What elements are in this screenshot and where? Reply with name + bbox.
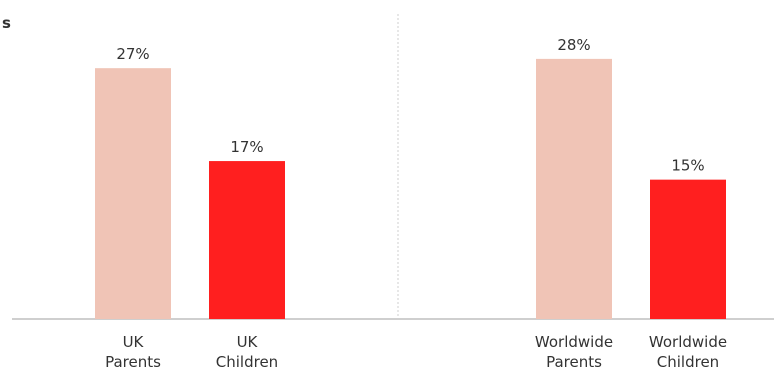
category-label-line: UK xyxy=(123,333,145,351)
category-label-line: Children xyxy=(657,353,719,371)
value-label-4: 15% xyxy=(671,157,704,175)
category-label-2: UK Children xyxy=(216,333,278,371)
value-label-1: 27% xyxy=(116,45,149,63)
category-label-line: Worldwide xyxy=(649,333,727,351)
category-label-4: Worldwide Children xyxy=(649,333,727,371)
bar-2 xyxy=(209,161,285,319)
bar-1 xyxy=(95,68,171,319)
category-label-1: UK Parents xyxy=(105,333,161,371)
value-labels-group: 27% 17% 28% 15% xyxy=(116,36,704,175)
value-label-2: 17% xyxy=(230,138,263,156)
category-label-3: Worldwide Parents xyxy=(535,333,613,371)
bar-4 xyxy=(650,179,726,319)
category-label-line: Children xyxy=(216,353,278,371)
category-label-line: Parents xyxy=(546,353,602,371)
category-label-line: UK xyxy=(237,333,259,351)
category-label-line: Parents xyxy=(105,353,161,371)
bars-group xyxy=(95,58,726,319)
chart-title-fragment: s xyxy=(2,14,11,32)
category-label-line: Worldwide xyxy=(535,333,613,351)
value-label-3: 28% xyxy=(557,36,590,54)
bar-3 xyxy=(536,58,612,319)
